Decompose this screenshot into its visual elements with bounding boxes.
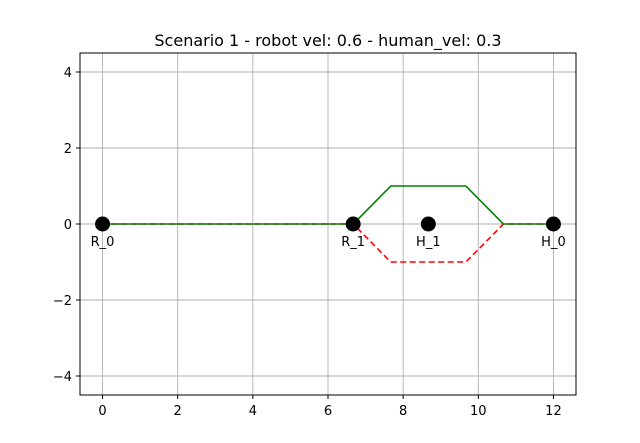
- x-tick-label-6: 6: [324, 404, 332, 419]
- point-label-r-1: R_1: [341, 235, 365, 250]
- x-tick-label-0: 0: [98, 404, 106, 419]
- point-label-r-0: R_0: [91, 235, 115, 250]
- y-tick-label--4: −4: [53, 370, 72, 385]
- series-lines: [102, 185, 554, 263]
- x-tick-label-4: 4: [249, 404, 257, 419]
- y-tick-label-2: 2: [64, 142, 72, 157]
- point-marker-h-1: [420, 216, 436, 232]
- x-tick-label-2: 2: [174, 404, 182, 419]
- x-tick-label-10: 10: [470, 404, 487, 419]
- point-label-h-0: H_0: [541, 235, 566, 250]
- point-marker-r-0: [95, 216, 111, 232]
- y-tick-label-0: 0: [64, 218, 72, 233]
- y-tick-label--2: −2: [53, 294, 72, 309]
- point-marker-r-1: [345, 216, 361, 232]
- solid-path-line: [102, 185, 554, 225]
- point-marker-h-0: [545, 216, 561, 232]
- chart-title: Scenario 1 - robot vel: 0.6 - human_vel:…: [154, 31, 501, 51]
- x-tick-label-8: 8: [399, 404, 407, 419]
- x-tick-label-12: 12: [545, 404, 562, 419]
- point-label-h-1: H_1: [416, 235, 441, 250]
- y-tick-label-4: 4: [64, 66, 72, 81]
- marker-points: R_0 R_1 H_1 H_0: [91, 216, 566, 250]
- axis-ticks: 0 2 4 6 8 10 12 −4 −2 0 2 4: [53, 66, 562, 419]
